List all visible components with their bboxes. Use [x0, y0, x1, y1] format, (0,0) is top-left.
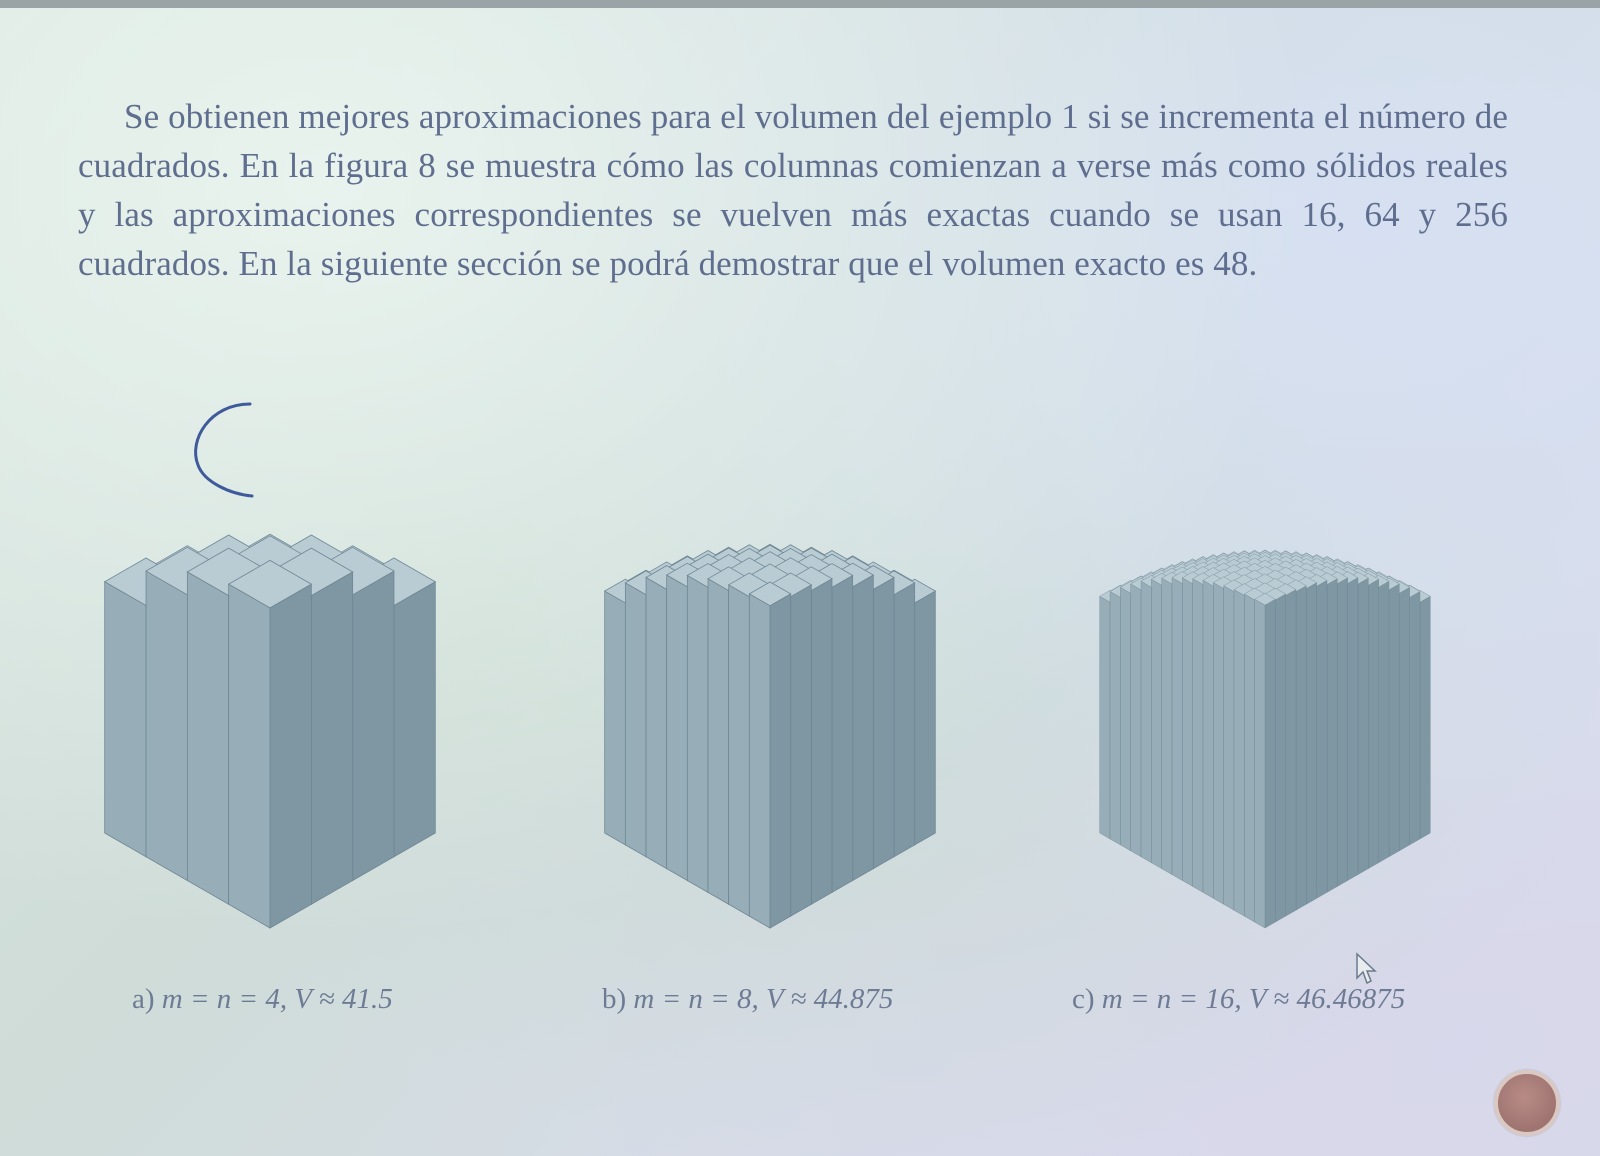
figure-c-solid [1065, 388, 1465, 938]
caption-a: a) m = n = 4, V ≈ 41.5 [132, 983, 393, 1016]
column [748, 581, 792, 929]
slide: Se obtienen mejores aproximaciones para … [0, 8, 1600, 1156]
figure-b-solid [570, 388, 970, 938]
column [1254, 593, 1276, 929]
pen-arc-icon [194, 402, 254, 498]
caption-b-text: m = n = 8, V ≈ 44.875 [633, 983, 894, 1015]
caption-c-text: m = n = 16, V ≈ 46.46875 [1101, 983, 1406, 1015]
caption-a-label: a) [132, 983, 155, 1015]
column [227, 559, 313, 929]
figure-a-svg [103, 533, 437, 929]
figure-b-svg [603, 543, 937, 929]
caption-b: b) m = n = 8, V ≈ 44.875 [602, 983, 893, 1016]
caption-a-text: m = n = 4, V ≈ 41.5 [161, 983, 393, 1015]
caption-c-label: c) [1072, 983, 1095, 1015]
paragraph-text: Se obtienen mejores aproximaciones para … [78, 97, 1508, 283]
figure-a-solid [70, 388, 470, 938]
caption-b-label: b) [602, 983, 627, 1015]
circle-button-icon[interactable] [1494, 1070, 1560, 1136]
figure-c-svg [1099, 549, 1431, 929]
arrow-cursor-icon [1356, 952, 1377, 985]
caption-c: c) m = n = 16, V ≈ 46.46875 [1072, 983, 1405, 1016]
